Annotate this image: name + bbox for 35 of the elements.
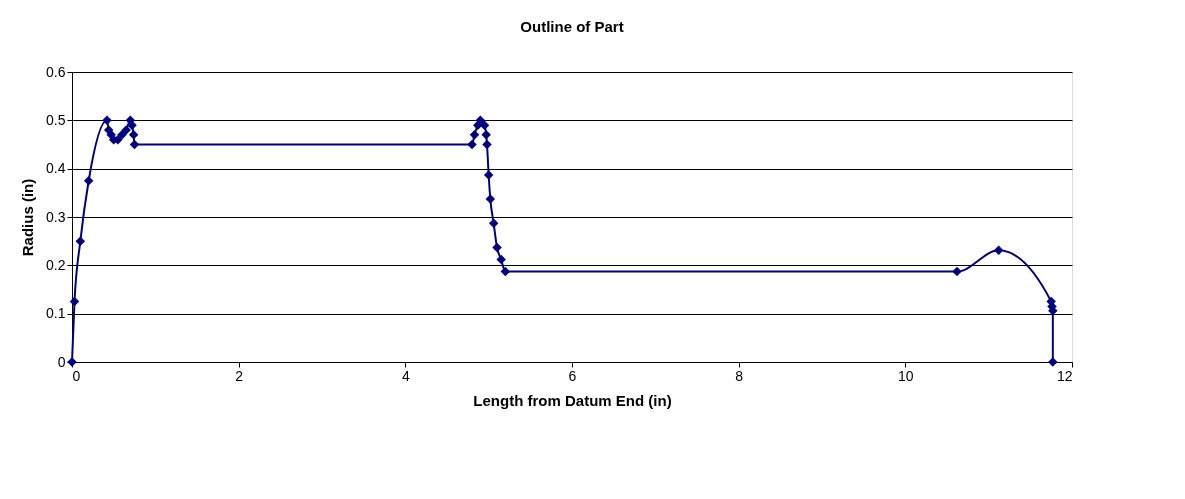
y-tick-label: 0.3 [46, 208, 66, 225]
x-tick-label: 2 [235, 367, 244, 384]
point [485, 194, 496, 204]
x-axis-title: Length from Datum End (in) [473, 391, 672, 409]
point [483, 170, 494, 180]
y-tick-label: 0.1 [46, 305, 66, 322]
x-tick-label: 6 [568, 367, 577, 384]
x-tick-label: 10 [898, 367, 914, 384]
y-tick-label: 0.2 [46, 256, 66, 273]
x-tick-label: 8 [735, 367, 744, 384]
point [993, 245, 1004, 256]
y-axis-title: Radius (in) [19, 178, 37, 257]
point [488, 218, 499, 229]
chart-title: Outline of Part [520, 18, 624, 35]
point [952, 266, 962, 277]
point [467, 139, 477, 150]
point [75, 236, 86, 246]
point [500, 266, 511, 277]
y-tick-label: 0.6 [46, 63, 66, 80]
point [83, 176, 94, 186]
y-tick-label: 0 [57, 353, 66, 370]
point [492, 242, 502, 253]
point [481, 130, 491, 140]
x-tick-label: 4 [401, 367, 410, 384]
x-tick-label: 0 [72, 367, 81, 384]
point [496, 254, 506, 265]
x-tick-label: 12 [1056, 367, 1073, 384]
point [69, 296, 80, 307]
point [102, 115, 112, 126]
point [469, 130, 480, 140]
point [128, 130, 139, 140]
point [482, 139, 492, 150]
y-tick-label: 0.4 [46, 160, 66, 177]
y-tick-label: 0.5 [46, 111, 66, 128]
point [129, 139, 140, 150]
